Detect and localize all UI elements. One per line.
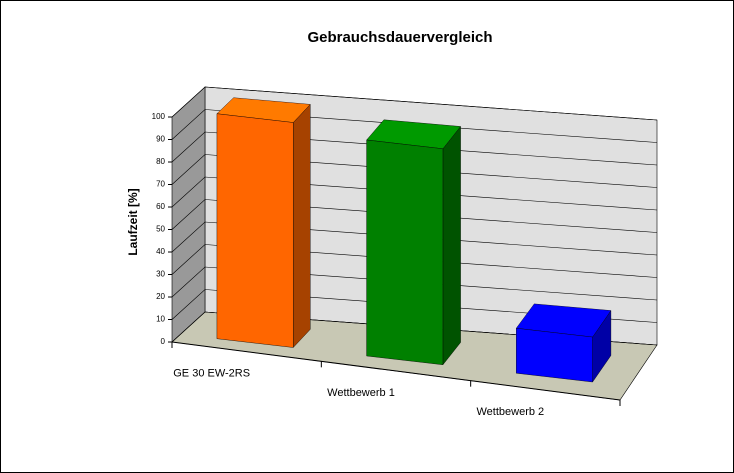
y-tick-label: 90 bbox=[156, 135, 165, 144]
y-tick-label: 60 bbox=[156, 202, 165, 211]
grid-line bbox=[171, 221, 658, 256]
y-tick-label: 30 bbox=[156, 270, 165, 279]
x-tick-label: GE 30 EW-2RS bbox=[173, 368, 250, 380]
bar-side bbox=[293, 103, 311, 349]
grid-line bbox=[171, 176, 658, 211]
bar-side bbox=[442, 125, 461, 366]
y-tick-label: 100 bbox=[152, 112, 166, 121]
y-tick-label: 20 bbox=[156, 292, 165, 301]
bar bbox=[216, 113, 294, 348]
grid-line bbox=[171, 311, 658, 346]
y-tick-label: 10 bbox=[156, 315, 165, 324]
y-tick-label: 0 bbox=[161, 337, 166, 346]
x-tick-label: Wettbewerb 1 bbox=[327, 387, 395, 399]
chart-title: Gebrauchsdauervergleich bbox=[307, 29, 492, 46]
grid-line bbox=[171, 109, 658, 143]
bar bbox=[516, 328, 593, 383]
x-tick-label: Wettbewerb 2 bbox=[476, 406, 544, 418]
grid-line bbox=[171, 289, 658, 323]
grid-line bbox=[171, 266, 658, 301]
grid-line bbox=[171, 131, 658, 166]
grid-line bbox=[171, 154, 658, 188]
y-tick-label: 50 bbox=[156, 225, 165, 234]
y-tick-label: 70 bbox=[156, 180, 165, 189]
x-axis bbox=[171, 341, 621, 401]
grid-line bbox=[171, 199, 658, 233]
grid-line bbox=[171, 244, 658, 278]
y-tick-label: 40 bbox=[156, 247, 165, 256]
bar bbox=[366, 139, 444, 365]
y-axis-label: Laufzeit [%] bbox=[126, 188, 140, 255]
grid-line bbox=[171, 86, 658, 121]
y-tick-label: 80 bbox=[156, 157, 165, 166]
